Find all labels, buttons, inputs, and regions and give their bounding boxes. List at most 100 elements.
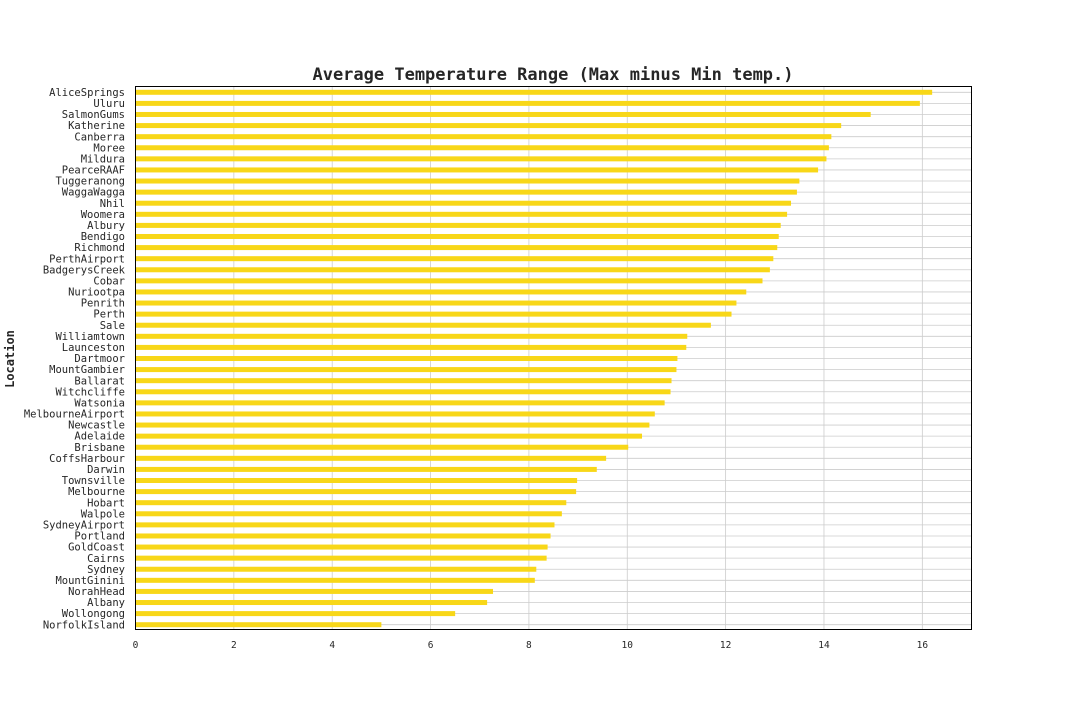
x-tick-labels: 0 2 4 6 8 10 12 14 16 [133,640,929,651]
category-label: CoffsHarbour [49,453,125,465]
bar-townsville [135,478,578,484]
category-label: MountGinini [55,575,125,587]
category-label: Ballarat [74,375,125,387]
category-label: Sydney [87,564,125,576]
bar-adelaide [135,433,643,439]
x-tick-label: 6 [428,640,434,651]
category-label: Bendigo [81,231,125,243]
bar-tuggeranong [135,178,800,184]
category-label: Nhil [100,198,125,210]
bars [135,89,933,628]
bar-penrith [135,300,737,306]
category-label: MelbourneAirport [24,409,125,421]
category-label: AliceSprings [49,87,125,99]
bar-watsonia [135,400,665,406]
bar-brisbane [135,444,629,450]
plot-area-frame [135,86,972,630]
category-labels: AliceSpringsUluruSalmonGumsKatherineCanb… [24,87,126,631]
bar-salmongums [135,111,871,117]
bar-canberra [135,134,832,140]
category-label: Nuriootpa [68,287,125,299]
category-label: Richmond [74,242,125,254]
category-label: Portland [74,531,125,543]
category-label: Brisbane [74,442,125,454]
bar-bendigo [135,233,779,239]
bar-mountginini [135,577,535,583]
bar-wollongong [135,611,456,617]
bar-ballarat [135,378,672,384]
bar-norahhead [135,588,494,594]
category-label: Uluru [93,98,125,110]
category-label: Walpole [81,508,125,520]
bar-nuriootpa [135,289,747,295]
category-label: Penrith [81,298,125,310]
bar-nhil [135,200,792,206]
category-label: Townsville [62,475,125,487]
x-tick-label: 2 [231,640,237,651]
category-label: Woomera [81,209,125,221]
bar-williamtown [135,333,688,339]
category-label: Launceston [62,342,125,354]
bar-witchcliffe [135,389,671,395]
bar-mountgambier [135,367,677,373]
category-label: Katherine [68,120,125,132]
category-label: Newcastle [68,420,125,432]
category-label: Sale [100,320,125,332]
bar-albany [135,600,488,606]
category-label: Tuggeranong [55,176,125,188]
bar-woomera [135,211,788,217]
category-label: Darwin [87,464,125,476]
category-label: GoldCoast [68,542,125,554]
category-label: SydneyAirport [43,519,125,531]
y-axis-label: Location [3,330,17,388]
x-tick-label: 0 [133,640,139,651]
bar-dartmoor [135,356,678,361]
category-label: Perth [93,309,125,321]
bar-darwin [135,466,597,472]
category-label: Wollongong [62,608,125,620]
category-label: BadgerysCreek [43,264,126,276]
category-label: Dartmoor [74,353,125,365]
category-label: Witchcliffe [55,386,125,398]
bar-badgeryscreek [135,267,770,273]
x-tick-label: 12 [720,640,731,651]
bar-hobart [135,500,567,506]
category-label: Hobart [87,497,125,509]
bar-perthairport [135,256,774,262]
bar-cobar [135,278,763,284]
bar-perth [135,311,732,317]
category-label: PerthAirport [49,253,125,265]
x-tick-label: 4 [329,640,335,651]
bar-alicesprings [135,89,933,95]
bar-melbourneairport [135,411,655,417]
category-label: Canberra [74,131,125,143]
category-label: Adelaide [74,431,125,443]
bar-moree [135,145,829,151]
x-tick-label: 14 [818,640,830,651]
category-label: Mildura [81,153,125,165]
bar-uluru [135,100,920,106]
category-label: Williamtown [55,331,125,343]
bar-norfolkisland [135,622,382,628]
category-label: Watsonia [74,397,125,409]
bar-sydney [135,566,537,572]
bar-waggawagga [135,189,797,195]
x-tick-label: 16 [917,640,929,651]
category-label: PearceRAAF [62,165,125,177]
category-label: Albury [87,220,125,232]
category-label: Cairns [87,553,125,565]
bar-richmond [135,245,778,251]
bar-sydneyairport [135,522,555,528]
bar-walpole [135,511,562,517]
category-label: Albany [87,597,125,609]
x-tick-label: 10 [622,640,634,651]
bar-albury [135,222,781,228]
category-label: NorfolkIsland [43,619,125,631]
category-label: Cobar [93,275,125,287]
category-label: NorahHead [68,586,125,598]
bar-portland [135,533,551,539]
bar-goldcoast [135,544,548,550]
category-label: SalmonGums [62,109,125,121]
bar-katherine [135,123,842,129]
